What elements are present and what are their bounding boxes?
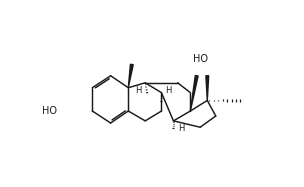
Text: H: H (165, 86, 172, 95)
Text: H: H (135, 86, 141, 95)
Text: H: H (178, 124, 185, 133)
Polygon shape (206, 76, 209, 100)
Polygon shape (190, 76, 198, 111)
Text: HO: HO (42, 106, 57, 116)
Polygon shape (128, 64, 133, 88)
Text: HO: HO (193, 54, 209, 65)
